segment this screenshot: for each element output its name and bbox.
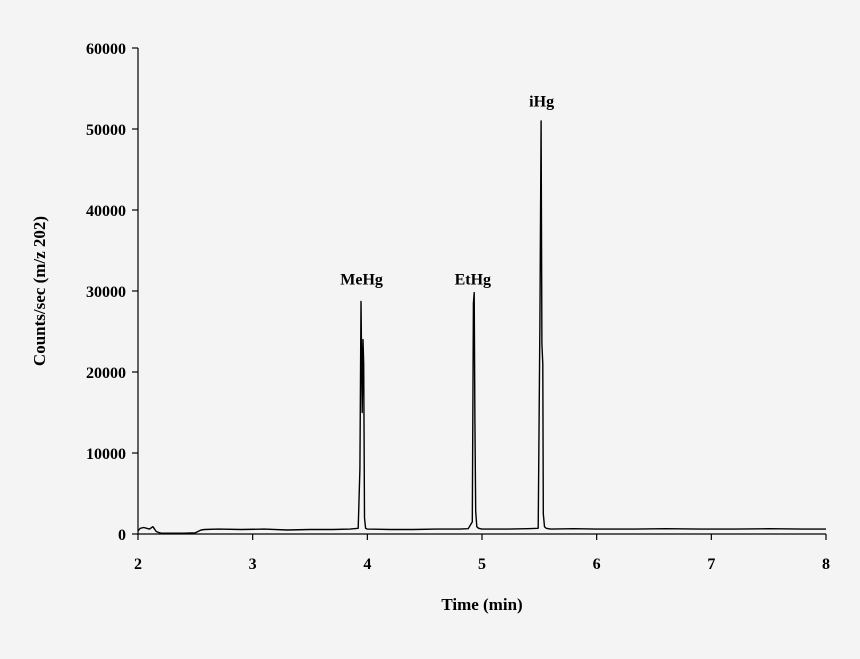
- axes: 0 10000 20000 30000 40000 50000 60000 2 3 4 5 6 7 8: [86, 41, 830, 573]
- x-tick-label: 6: [593, 556, 601, 573]
- x-tick-label: 8: [822, 556, 830, 573]
- y-tick-label: 30000: [86, 284, 126, 301]
- y-tick-label: 60000: [86, 41, 126, 58]
- y-axis-title: Counts/sec (m/z 202): [30, 216, 49, 366]
- x-tick-label: 3: [249, 556, 257, 573]
- plot-area: MeHg EtHg iHg: [137, 93, 826, 534]
- peak-label: EtHg: [455, 272, 491, 289]
- y-tick-label: 0: [118, 527, 126, 544]
- x-tick-label: 7: [707, 556, 715, 573]
- series-line: [137, 120, 826, 534]
- peak-label: iHg: [529, 93, 554, 110]
- x-axis-title: Time (min): [441, 595, 522, 614]
- x-tick-label: 5: [478, 556, 486, 573]
- y-tick-label: 40000: [86, 203, 126, 220]
- y-tick-label: 50000: [86, 122, 126, 139]
- peak-label: MeHg: [340, 272, 383, 289]
- y-tick-label: 20000: [86, 365, 126, 382]
- x-tick-label: 4: [363, 556, 371, 573]
- x-tick-label: 2: [134, 556, 142, 573]
- y-tick-label: 10000: [86, 446, 126, 463]
